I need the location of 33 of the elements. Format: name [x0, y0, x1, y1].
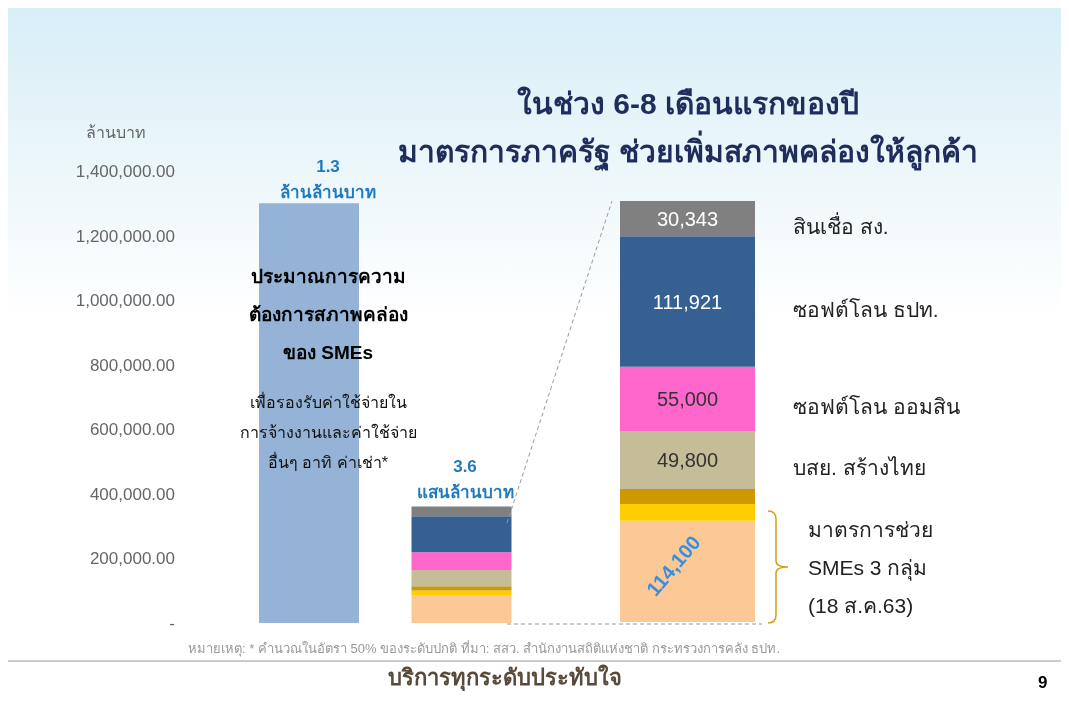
y-tick-label: 200,000.00	[89, 549, 175, 569]
bar	[620, 520, 755, 622]
series-label: ซอฟต์โลน ออมสิน	[793, 395, 960, 419]
text: ในช่วง 6-8 เดือนแรกของปี มาตรการภาครัฐ ช่วยเพิ่มสภาพคล่องให้ลูกค้า	[396, 85, 980, 173]
bar	[620, 430, 755, 489]
bar	[620, 366, 755, 431]
data-label: 49,800	[656, 448, 719, 471]
data-label: 111,921	[652, 290, 723, 313]
annotation: 3.6 แสนล้านบาท	[415, 456, 515, 504]
y-tick-label: 1,200,000.00	[75, 226, 175, 246]
series-label: สินเชื่อ สง.	[793, 212, 889, 239]
text: มาตรการช่วย SMEs 3 กลุ่ม (18 ส.ค.63)	[808, 517, 933, 619]
bar	[620, 201, 755, 237]
annotation: ประมาณการความ ต้องการสภาพคล่อง ของ SMEs	[247, 265, 409, 365]
bar	[620, 236, 755, 367]
y-tick-label: 1,000,000.00	[75, 291, 175, 311]
text: 9	[1038, 673, 1049, 693]
text: บริการทุกระดับประทับใจ	[388, 663, 623, 693]
annotation: เพื่อรองรับค่าใช้จ่ายใน การจ้างงานและค่าใช้จ่าย อื่นๆ อาทิ ค่าเช่า*	[238, 391, 418, 473]
y-tick-label: 400,000.00	[89, 484, 175, 504]
y-tick-label: 600,000.00	[89, 420, 175, 440]
text: หมายเหตุ: * คำนวณในอัตรา 50% ของระดับปกติ ที่มา: สสว. สำนักงานสถิติแห่งชาติ กระทรวงการคลัง ธปท.	[188, 639, 782, 659]
y-tick-label: 1,400,000.00	[75, 162, 175, 182]
y-tick-label: 800,000.00	[89, 355, 175, 375]
bar	[620, 489, 755, 505]
data-label: 55,000	[656, 387, 719, 410]
bar	[620, 504, 755, 521]
series-label: ซอฟต์โลน ธปท.	[793, 298, 939, 322]
y-tick-label: -	[169, 614, 175, 634]
series-label: บสย. สร้างไทย	[793, 456, 926, 480]
data-label: 30,343	[656, 207, 719, 230]
y-axis-title: ล้านบาท	[86, 123, 146, 143]
annotation: 1.3 ล้านล้านบาท	[279, 156, 377, 204]
